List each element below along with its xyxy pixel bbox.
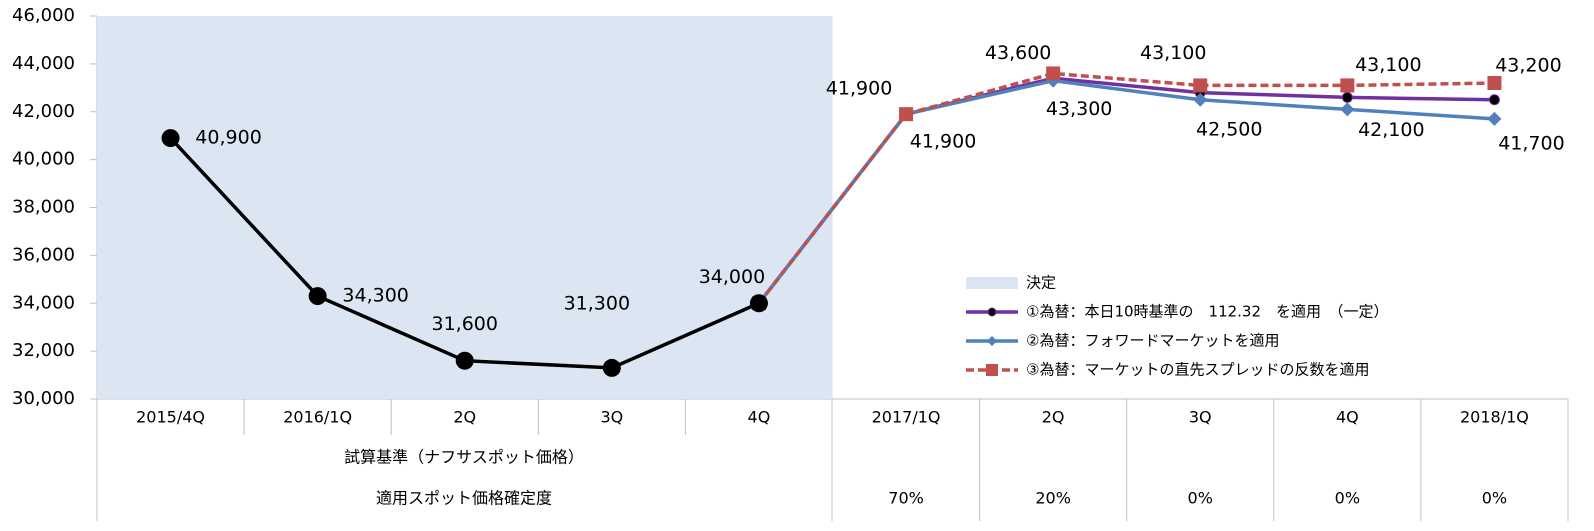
x-tick-label: 3Q [600,408,623,427]
x-tick-label: 3Q [1189,408,1212,427]
data-label: 31,600 [432,313,498,335]
certainty-value: 70% [888,489,924,508]
legend-swatch [966,277,1018,289]
data-label: 43,600 [985,42,1051,64]
marker [1193,92,1208,107]
y-tick-label: 42,000 [12,101,75,122]
data-label: 43,100 [1355,54,1421,76]
certainty-value: 20% [1035,489,1071,508]
marker [161,129,180,148]
legend-label: ③為替：マーケットの直先スプレッドの反数を適用 [1026,361,1369,379]
certainty-value: 0% [1335,489,1360,508]
marker [1193,78,1208,93]
data-label: 43,100 [1140,42,1206,64]
y-tick-label: 40,000 [12,149,75,170]
y-tick-label: 32,000 [12,340,75,361]
basis-label: 試算基準（ナフサスポット価格） [344,448,584,467]
certainty-value: 0% [1482,489,1507,508]
marker [308,287,327,306]
data-label: 41,700 [1498,132,1564,154]
series-line [757,78,1495,305]
data-label: 31,300 [564,292,630,314]
y-tick-label: 46,000 [12,5,75,26]
certainty-value: 0% [1188,489,1213,508]
data-label: 40,900 [195,127,261,149]
marker [1487,76,1502,91]
x-tick-label: 2017/1Q [872,408,941,427]
legend-marker [986,364,998,376]
x-tick-label: 4Q [748,408,771,427]
data-label: 43,200 [1495,55,1561,77]
legend-label: ②為替：フォワードマーケットを適用 [1026,332,1279,350]
marker [899,107,914,122]
series-line [757,71,1495,305]
legend-label: ①為替：本日10時基準の 112.32 を適用 （一定） [1026,303,1389,321]
data-label: 42,100 [1358,119,1424,141]
y-tick-label: 38,000 [12,197,75,218]
x-tick-label: 2Q [453,408,476,427]
x-tick-label: 4Q [1336,408,1359,427]
certainty-label: 適用スポット価格確定度 [376,489,552,508]
x-tick-label: 2018/1Q [1460,408,1529,427]
marker [1340,78,1355,93]
marker [455,351,474,370]
marker [1488,94,1500,106]
legend-marker [987,307,997,317]
data-label: 34,300 [342,285,408,307]
legend-marker [987,336,997,346]
marker [1341,91,1353,103]
x-tick-label: 2Q [1042,408,1065,427]
data-label: 34,000 [699,266,765,288]
x-tick-label: 2015/4Q [136,408,205,427]
marker [1046,66,1061,81]
y-tick-label: 36,000 [12,244,75,265]
y-tick-label: 30,000 [12,388,75,409]
data-label: 42,500 [1196,118,1262,140]
legend-label: 決定 [1026,274,1056,292]
data-label: 43,300 [1046,98,1112,120]
data-label: 41,900 [910,131,976,153]
marker [1340,102,1355,117]
marker [1487,111,1502,126]
marker [749,294,768,313]
marker [602,358,621,377]
y-tick-label: 34,000 [12,292,75,313]
y-tick-label: 44,000 [12,53,75,74]
data-label: 41,900 [826,78,892,100]
x-tick-label: 2016/1Q [283,408,352,427]
shade-region [97,16,833,399]
